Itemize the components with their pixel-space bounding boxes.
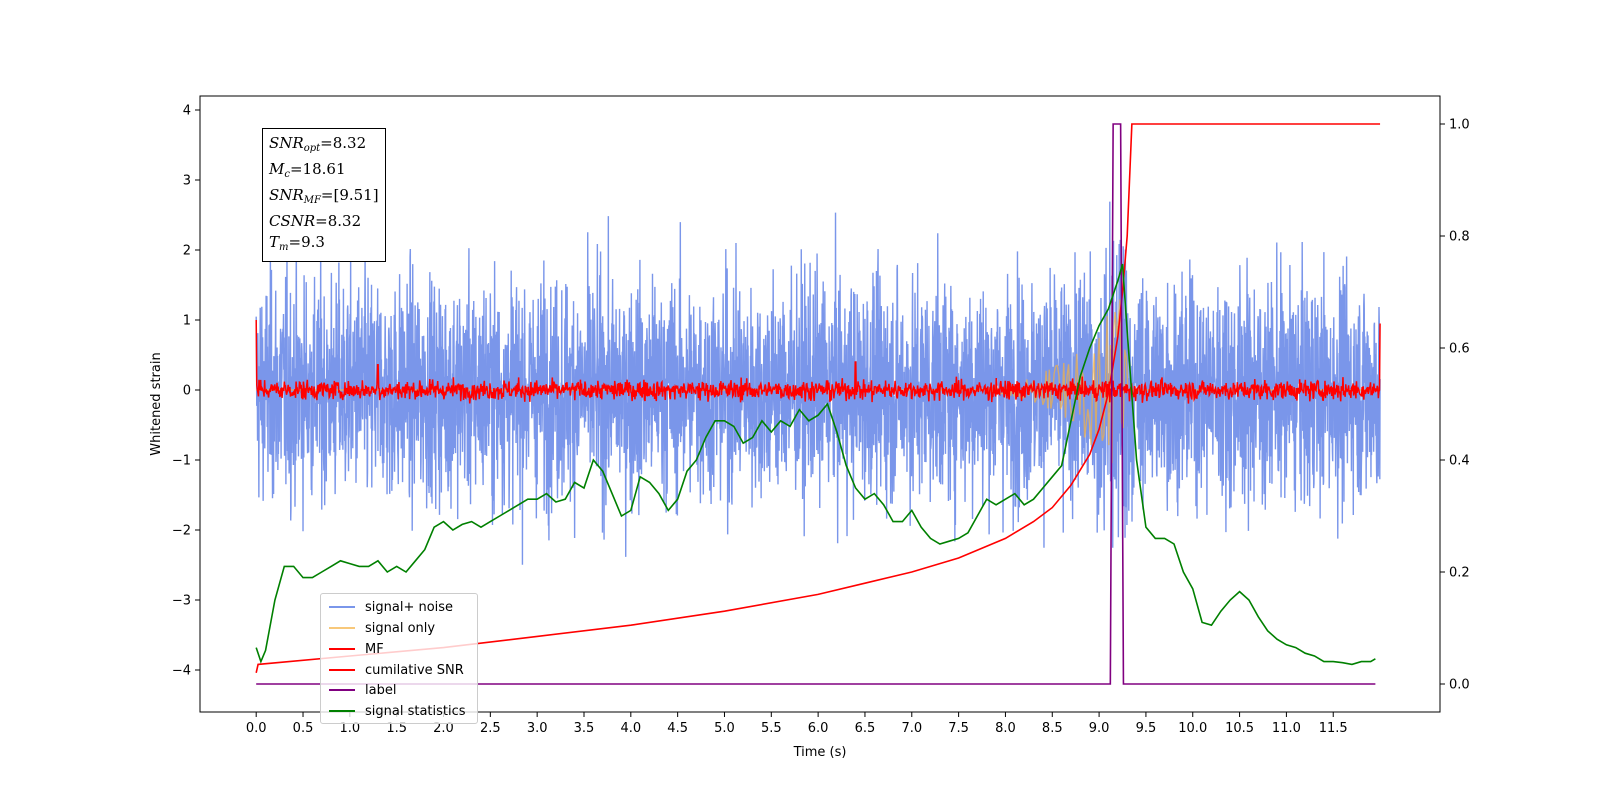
x-tick-label: 3.5 — [574, 721, 595, 736]
legend-swatch — [329, 627, 355, 629]
y-tick-label: 2 — [183, 244, 191, 259]
csnr-value: 8.32 — [327, 212, 362, 230]
y-axis-left: −4 −3 −2 −1 0 1 2 3 4 — [172, 104, 200, 679]
series-signal-statistics — [255, 263, 1376, 666]
x-axis: 0.0 0.5 1.0 1.5 2.0 2.5 3.0 3.5 4.0 4.5 5.0 5.5 6.0 6… — [246, 712, 1348, 736]
y2-tick-label: 0.4 — [1449, 454, 1470, 469]
legend-swatch — [329, 648, 355, 650]
y-tick-label: 1 — [183, 314, 191, 329]
y-tick-label: 0 — [183, 384, 191, 399]
x-tick-label: 8.0 — [995, 721, 1016, 736]
y-tick-label: −3 — [172, 594, 191, 609]
legend-label: signal statistics — [365, 703, 466, 719]
y-tick-label: 4 — [183, 104, 191, 119]
legend-item-signal-statistics: signal statistics — [329, 701, 466, 721]
legend-swatch — [329, 689, 355, 691]
x-tick-label: 6.0 — [808, 721, 829, 736]
y2-tick-label: 1.0 — [1449, 118, 1470, 133]
x-tick-label: 2.0 — [433, 721, 454, 736]
x-axis-label: Time (s) — [793, 745, 847, 760]
mc-value: 18.61 — [302, 160, 346, 178]
x-tick-label: 9.5 — [1136, 721, 1157, 736]
snr-opt-value: 8.32 — [332, 134, 367, 152]
x-tick-label: 7.0 — [901, 721, 922, 736]
y-tick-label: −4 — [172, 664, 191, 679]
legend-label: MF — [365, 641, 384, 657]
series-cumulative-snr — [255, 123, 1381, 673]
mc-row: Mc=18.61 — [269, 160, 346, 180]
x-tick-label: 10.5 — [1225, 721, 1254, 736]
y-axis-right: 0.0 0.2 0.4 0.6 0.8 1.0 — [1440, 118, 1470, 693]
series-mf — [255, 319, 1381, 404]
legend-label: signal+ noise — [365, 599, 454, 615]
x-tick-label: 4.5 — [667, 721, 688, 736]
x-tick-label: 4.0 — [620, 721, 641, 736]
legend-item-signal-noise: signal+ noise — [329, 597, 453, 617]
x-tick-label: 8.5 — [1042, 721, 1063, 736]
legend-label: label — [365, 682, 397, 698]
snr-opt-row: SNRopt=8.32 — [269, 134, 367, 154]
x-tick-label: 2.5 — [480, 721, 501, 736]
data-layer — [255, 123, 1381, 685]
y-tick-label: −1 — [172, 454, 191, 469]
x-tick-label: 3.0 — [527, 721, 548, 736]
x-tick-label: 5.0 — [714, 721, 735, 736]
snr-mf-value: [9.51] — [333, 186, 379, 204]
x-tick-label: 1.0 — [340, 721, 361, 736]
snr-mf-row: SNRMF=[9.51] — [269, 186, 379, 206]
y2-tick-label: 0.2 — [1449, 566, 1470, 581]
legend-item-label: label — [329, 680, 396, 700]
snr-annotation-box: SNRopt=8.32 Mc=18.61 SNRMF=[9.51] CSNR=8… — [262, 128, 386, 262]
y-tick-label: 3 — [183, 174, 191, 189]
x-tick-label: 1.5 — [386, 721, 407, 736]
legend-label: cumilative SNR — [365, 662, 464, 678]
tm-row: Tm=9.3 — [269, 233, 325, 253]
x-tick-label: 6.5 — [855, 721, 876, 736]
x-tick-label: 7.5 — [948, 721, 969, 736]
legend: signal+ noise signal only MF cumilative … — [320, 593, 478, 724]
legend-item-signal-only: signal only — [329, 618, 435, 638]
x-tick-label: 0.0 — [246, 721, 267, 736]
x-tick-label: 5.5 — [761, 721, 782, 736]
series-signal-noise — [255, 201, 1381, 565]
series-label — [256, 123, 1376, 685]
y2-tick-label: 0.0 — [1449, 678, 1470, 693]
y2-tick-label: 0.8 — [1449, 230, 1470, 245]
legend-swatch — [329, 710, 355, 712]
legend-swatch — [329, 669, 355, 671]
legend-item-cumulative-snr: cumilative SNR — [329, 660, 464, 680]
x-tick-label: 0.5 — [293, 721, 314, 736]
legend-label: signal only — [365, 620, 436, 636]
y-axis-label: Whitened strain — [149, 352, 164, 455]
legend-swatch — [329, 606, 355, 608]
legend-item-mf: MF — [329, 639, 384, 659]
x-tick-label: 10.0 — [1178, 721, 1207, 736]
y-tick-label: −2 — [172, 524, 191, 539]
tm-value: 9.3 — [301, 233, 325, 251]
x-tick-label: 11.0 — [1272, 721, 1301, 736]
x-tick-label: 9.0 — [1089, 721, 1110, 736]
y2-tick-label: 0.6 — [1449, 342, 1470, 357]
plot-frame — [199, 95, 1441, 713]
csnr-row: CSNR=8.32 — [269, 212, 362, 230]
x-tick-label: 11.5 — [1319, 721, 1348, 736]
